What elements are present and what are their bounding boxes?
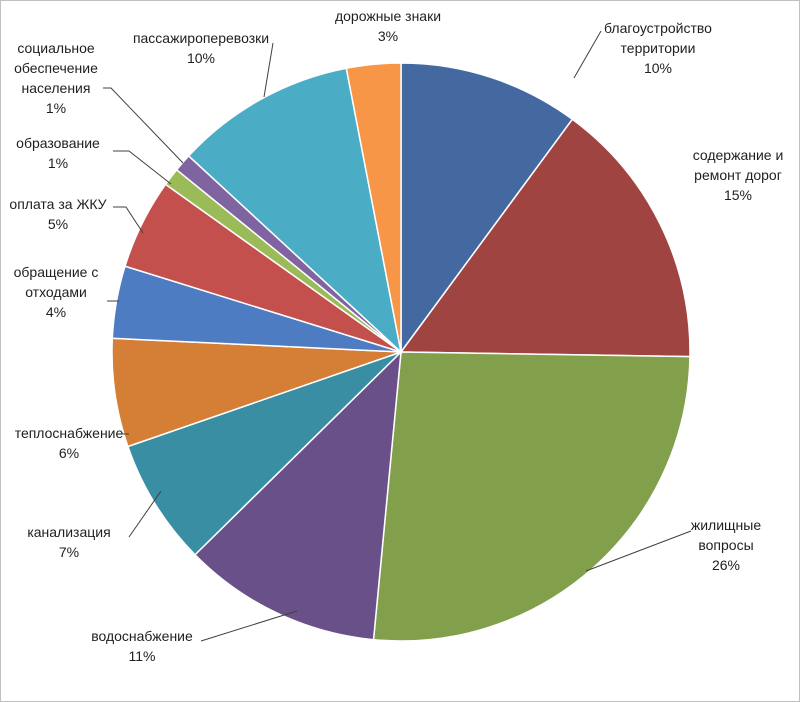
pie-slice-12 <box>345 62 402 353</box>
slice-label-8: оплата за ЖКУ 5% <box>9 196 106 232</box>
pie-slice-1 <box>400 62 574 355</box>
leader-line-3 <box>585 530 692 572</box>
slice-category-label: теплоснабжение <box>15 425 124 441</box>
slice-category-label: обеспечение <box>14 60 98 76</box>
slice-label-7: обращение с отходами 4% <box>14 264 99 320</box>
slice-percent-label: 7% <box>59 544 79 560</box>
slice-percent-label: 10% <box>187 50 215 66</box>
slice-category-label: отходами <box>25 284 87 300</box>
slice-category-label: социальное <box>17 40 95 56</box>
slice-percent-label: 3% <box>378 28 398 44</box>
leader-lines-layer <box>103 30 692 642</box>
slice-percent-label: 1% <box>46 100 66 116</box>
slice-label-3: жилищные вопросы 26% <box>691 517 761 573</box>
slice-percent-label: 10% <box>644 60 672 76</box>
slice-category-label: населения <box>22 80 91 96</box>
slice-percent-label: 5% <box>48 216 68 232</box>
slice-label-11: пассажироперевозки 10% <box>133 30 269 66</box>
slice-label-1: благоустройство территории 10% <box>604 20 712 76</box>
slice-label-10: социальное обеспечение населения 1% <box>14 40 98 116</box>
slice-label-9: образование 1% <box>16 135 100 171</box>
pie-slice-2 <box>399 118 691 358</box>
slice-category-label: канализация <box>27 524 110 540</box>
slice-percent-label: 1% <box>48 155 68 171</box>
leader-line-11 <box>263 42 274 98</box>
slice-label-6: теплоснабжение 6% <box>15 425 124 461</box>
slice-category-label: водоснабжение <box>91 628 193 644</box>
slice-category-label: благоустройство <box>604 20 712 36</box>
labels-layer: благоустройство территории 10% содержание и… <box>9 8 783 664</box>
pie-slice-4 <box>193 350 402 641</box>
slice-category-label: пассажироперевозки <box>133 30 269 46</box>
slices-layer <box>111 62 691 642</box>
slice-percent-label: 26% <box>712 557 740 573</box>
pie-slice-11 <box>187 67 403 355</box>
leader-line-10 <box>103 87 184 164</box>
slice-category-label: ремонт дорог <box>694 167 782 183</box>
leader-line-8 <box>113 206 144 234</box>
leader-line-5 <box>128 490 162 538</box>
slice-percent-label: 4% <box>46 304 66 320</box>
slice-label-5: канализация 7% <box>27 524 110 560</box>
slice-category-label: образование <box>16 135 100 151</box>
pie-slice-5 <box>126 351 402 556</box>
leader-line-4 <box>200 610 298 642</box>
slice-label-4: водоснабжение 11% <box>91 628 193 664</box>
slice-category-label: содержание и <box>693 147 784 163</box>
leader-line-1 <box>573 30 602 79</box>
slice-percent-label: 11% <box>129 648 156 664</box>
slice-label-2: содержание и ремонт дорог 15% <box>693 147 784 203</box>
slice-category-label: дорожные знаки <box>335 8 441 24</box>
pie-slice-3 <box>372 351 691 642</box>
slice-label-12: дорожные знаки 3% <box>335 8 441 44</box>
slice-percent-label: 15% <box>724 187 752 203</box>
slice-percent-label: 6% <box>59 445 79 461</box>
slice-category-label: обращение с <box>14 264 99 280</box>
leader-line-9 <box>113 150 172 185</box>
slice-category-label: вопросы <box>698 537 753 553</box>
slice-category-label: жилищные <box>691 517 761 533</box>
slice-category-label: территории <box>621 40 696 56</box>
slice-category-label: оплата за ЖКУ <box>9 196 106 212</box>
